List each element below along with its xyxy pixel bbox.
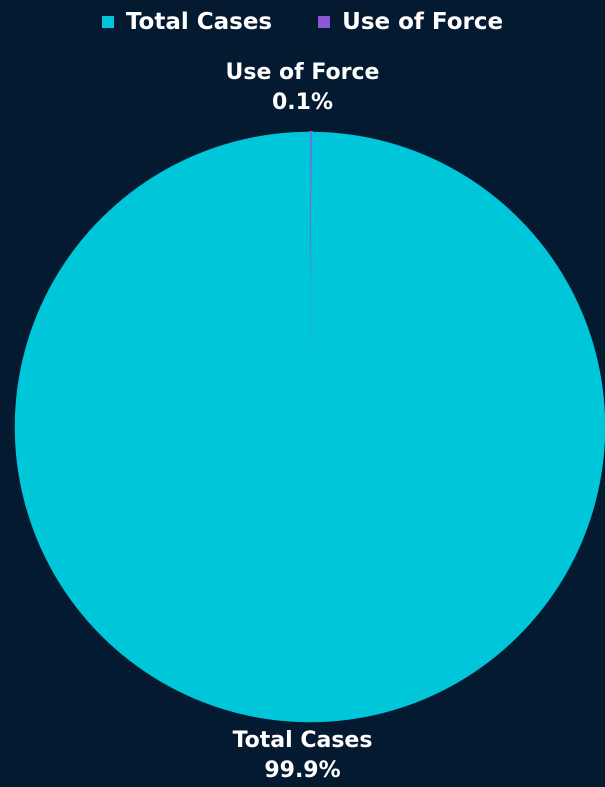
data-label-total-cases-name: Total Cases <box>232 728 373 753</box>
data-label-use-of-force-percent: 0.1% <box>271 90 333 115</box>
legend-label-total-cases: Total Cases <box>125 9 273 35</box>
data-label-total-cases: Total Cases 99.9% <box>0 726 605 786</box>
legend-swatch-total-cases <box>101 16 114 28</box>
data-label-use-of-force-name: Use of Force <box>225 60 380 85</box>
legend-swatch-use-of-force <box>318 16 331 28</box>
data-label-total-cases-percent: 99.9% <box>264 758 341 783</box>
legend-item-total-cases[interactable]: Total Cases <box>101 6 273 38</box>
data-label-use-of-force: Use of Force 0.1% <box>0 58 605 118</box>
chart-legend: Total Cases Use of Force <box>0 6 605 38</box>
legend-item-use-of-force[interactable]: Use of Force <box>318 6 503 38</box>
legend-label-use-of-force: Use of Force <box>342 9 504 35</box>
pie-slice-total-cases[interactable] <box>14 131 605 723</box>
